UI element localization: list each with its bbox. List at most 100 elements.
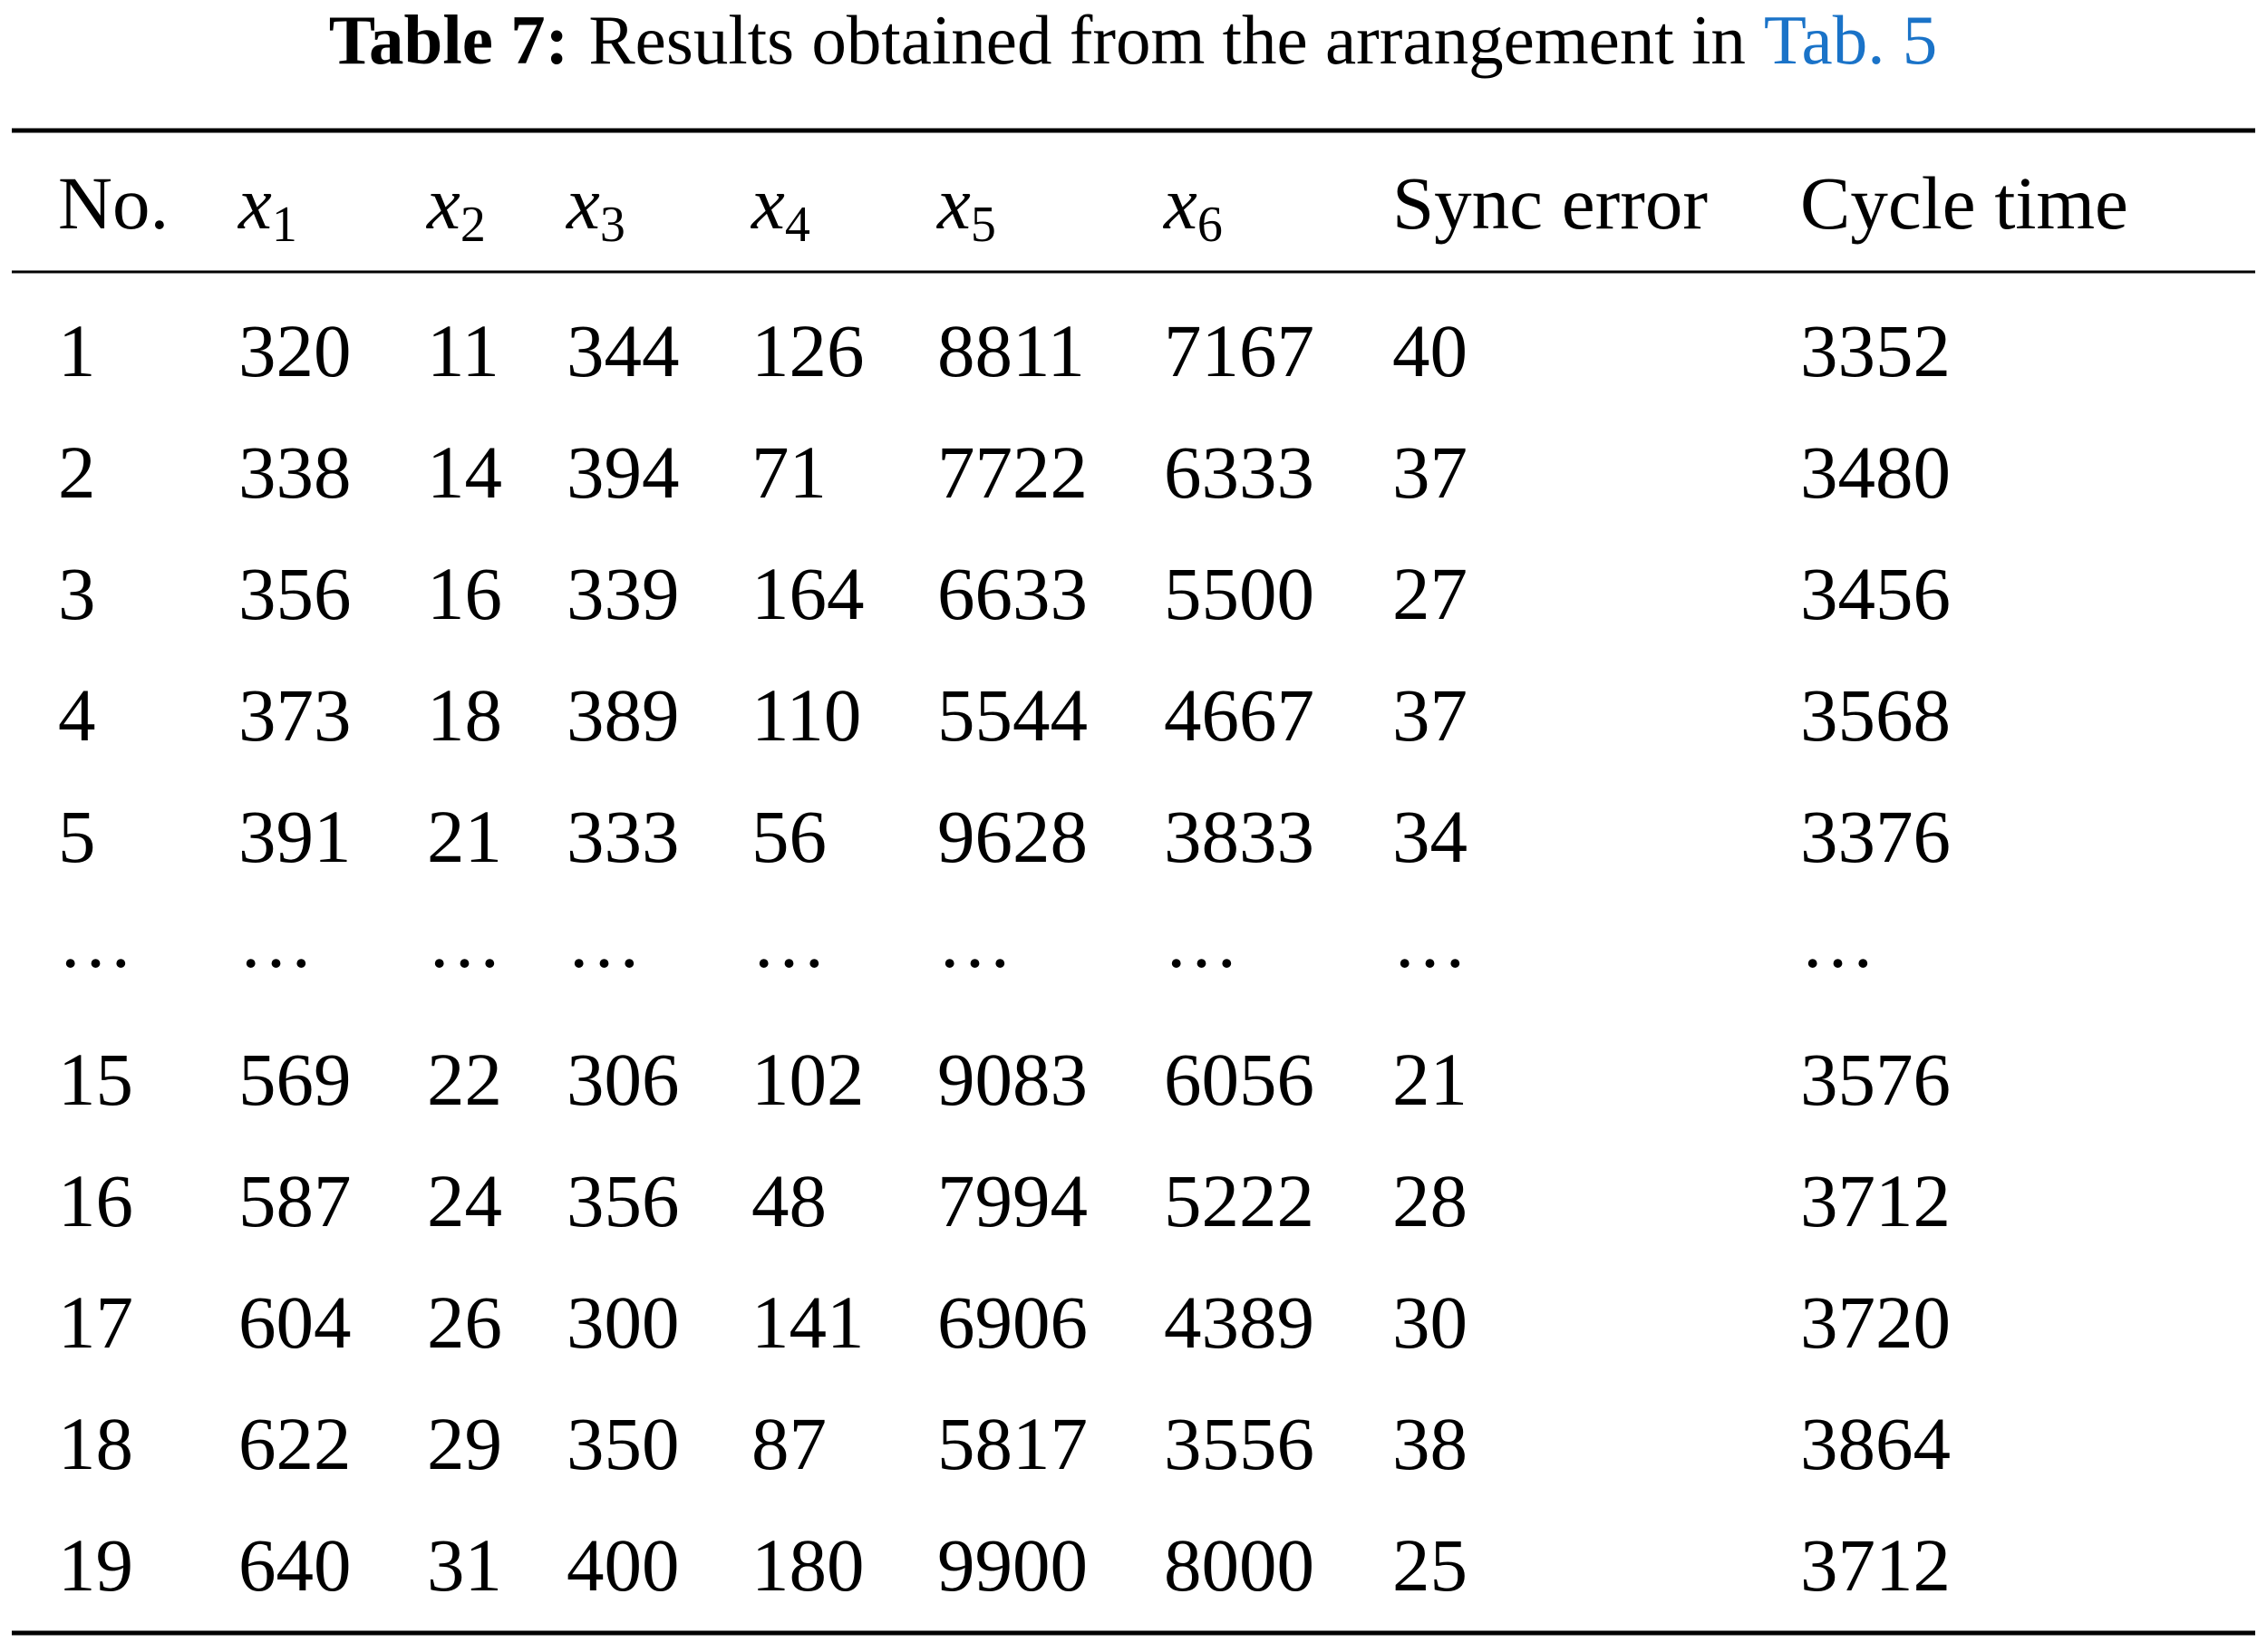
table-cell: 3480 (1800, 430, 1951, 514)
table-cell: 339 (567, 552, 680, 635)
table-cell: 389 (567, 673, 680, 757)
table-cell: 3864 (1800, 1402, 1951, 1485)
table-cell: 373 (238, 673, 352, 757)
header-sub: 3 (600, 197, 625, 253)
table-cell: 5 (58, 795, 96, 878)
table-cell: 640 (238, 1523, 352, 1607)
caption-link[interactable]: Tab. 5 (1764, 1, 1937, 79)
table-cell: 6333 (1164, 430, 1314, 514)
table-cell: 356 (238, 552, 352, 635)
table-cell: 37 (1392, 430, 1468, 514)
table-cell: 3352 (1800, 309, 1951, 392)
table-cell: … (58, 900, 133, 983)
caption-label: Table 7: (329, 1, 569, 79)
table-cell: 569 (238, 1038, 352, 1121)
header-cell: Cycle time (1800, 161, 2128, 245)
header-sub: 6 (1197, 197, 1223, 253)
table-cell: 38 (1392, 1402, 1468, 1485)
header-cell: x2 (425, 161, 486, 253)
table-cell: 8000 (1164, 1523, 1314, 1607)
table-cell: 18 (58, 1402, 133, 1485)
table-cell: 27 (1392, 552, 1468, 635)
header-sub: 4 (785, 197, 810, 253)
table-cell: 6056 (1164, 1038, 1314, 1121)
table-cell: … (567, 900, 642, 983)
table-cell: 141 (751, 1280, 865, 1364)
table-cell: … (427, 900, 502, 983)
table-cell: 34 (1392, 795, 1468, 878)
table-cell: 5500 (1164, 552, 1314, 635)
table-cell: 6633 (937, 552, 1088, 635)
table-cell: … (937, 900, 1012, 983)
header-var: x (935, 161, 971, 245)
table-cell: 4 (58, 673, 96, 757)
header-var: x (425, 161, 460, 245)
table-cell: 56 (751, 795, 827, 878)
table-cell: 87 (751, 1402, 827, 1485)
table-cell: 3712 (1800, 1159, 1951, 1242)
table-cell: 3568 (1800, 673, 1951, 757)
header-var: x (1162, 161, 1197, 245)
table-cell: 400 (567, 1523, 680, 1607)
table-cell: … (1164, 900, 1239, 983)
table-cell: 31 (427, 1523, 502, 1607)
table-cell: 622 (238, 1402, 352, 1485)
table-cell: 5222 (1164, 1159, 1314, 1242)
table-cell: 21 (427, 795, 502, 878)
table-cell: 300 (567, 1280, 680, 1364)
header-sub: 5 (971, 197, 996, 253)
table-cell: 3576 (1800, 1038, 1951, 1121)
header-cell: Sync error (1392, 161, 1708, 245)
table-cell: 22 (427, 1038, 502, 1121)
header-var: x (750, 161, 785, 245)
table-cell: 164 (751, 552, 865, 635)
header-cell: x4 (750, 161, 810, 253)
table-cell: 7994 (937, 1159, 1088, 1242)
table-cell: 48 (751, 1159, 827, 1242)
table-cell: … (1392, 900, 1468, 983)
table-cell: 7167 (1164, 309, 1314, 392)
table-cell: 110 (751, 673, 861, 757)
header-var: x (565, 161, 600, 245)
table-cell: 71 (751, 430, 827, 514)
table-cell: 356 (567, 1159, 680, 1242)
table-cell: 3833 (1164, 795, 1314, 878)
table-cell: 21 (1392, 1038, 1468, 1121)
table-cell: 180 (751, 1523, 865, 1607)
table-cell: 25 (1392, 1523, 1468, 1607)
header-sub: 1 (272, 197, 297, 253)
table-cell: 126 (751, 309, 865, 392)
table-cell: 9900 (937, 1523, 1088, 1607)
caption-text: Results obtained from the arrangement in (588, 1, 1746, 79)
table-cell: 102 (751, 1038, 865, 1121)
header-cell: x5 (935, 161, 996, 253)
table-cell: 3556 (1164, 1402, 1314, 1485)
table-cell: … (238, 900, 314, 983)
table-cell: 5817 (937, 1402, 1088, 1485)
table-cell: 8811 (937, 309, 1085, 392)
header-cell: No. (58, 161, 169, 245)
table-cell: 28 (1392, 1159, 1468, 1242)
table-cell: 15 (58, 1038, 133, 1121)
table-cell: 5544 (937, 673, 1088, 757)
table-cell: 37 (1392, 673, 1468, 757)
header-cell: x6 (1162, 161, 1223, 253)
caption: Table 7: Results obtained from the arrang… (329, 1, 1937, 79)
table-cell: 24 (427, 1159, 502, 1242)
table-cell: 18 (427, 673, 502, 757)
table-cell: 29 (427, 1402, 502, 1485)
table-cell: 40 (1392, 309, 1468, 392)
table-cell: 7722 (937, 430, 1088, 514)
table-cell: 4667 (1164, 673, 1314, 757)
table-cell: 26 (427, 1280, 502, 1364)
table-cell: 6906 (937, 1280, 1088, 1364)
table-cell: 306 (567, 1038, 680, 1121)
table-cell: 338 (238, 430, 352, 514)
table-cell: … (1800, 900, 1875, 983)
table-cell: 3376 (1800, 795, 1951, 878)
header-cell: x1 (237, 161, 297, 253)
table-cell: 3 (58, 552, 96, 635)
table-cell: 19 (58, 1523, 133, 1607)
table-cell: 394 (567, 430, 680, 514)
